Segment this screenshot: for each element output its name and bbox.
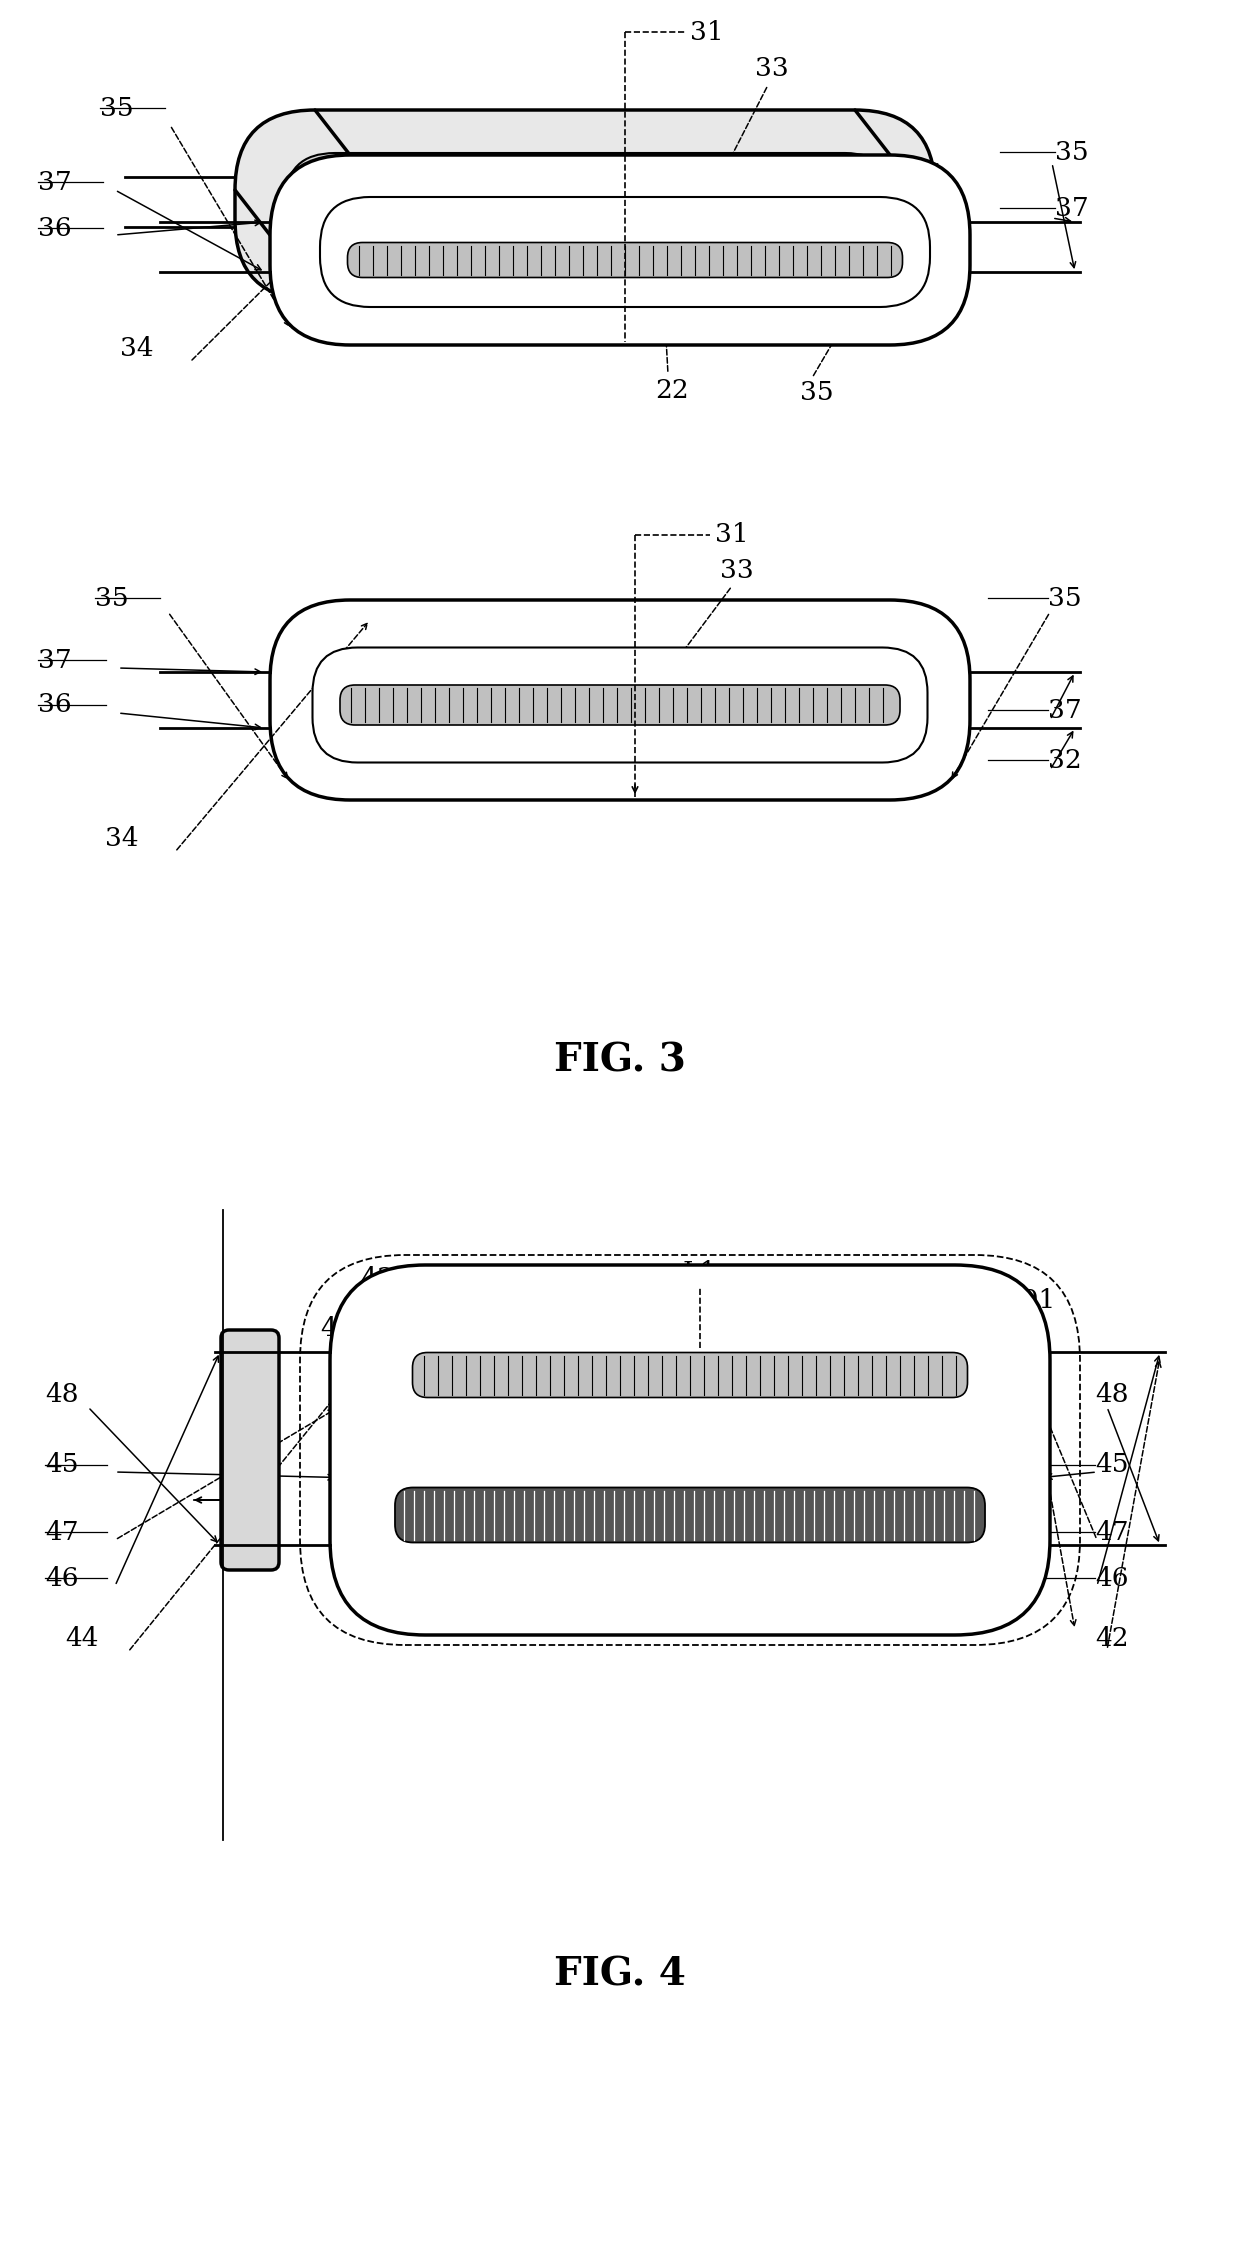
- Text: 46: 46: [45, 1564, 78, 1592]
- FancyBboxPatch shape: [320, 197, 930, 308]
- Text: 43: 43: [320, 1315, 353, 1340]
- FancyBboxPatch shape: [312, 197, 868, 233]
- Text: 36: 36: [38, 693, 72, 718]
- FancyBboxPatch shape: [312, 648, 928, 763]
- Text: 33: 33: [755, 57, 789, 82]
- FancyBboxPatch shape: [270, 600, 970, 799]
- Text: 35: 35: [800, 380, 833, 405]
- Text: 45: 45: [45, 1453, 78, 1478]
- FancyBboxPatch shape: [330, 1266, 1050, 1635]
- FancyBboxPatch shape: [236, 111, 935, 301]
- Text: 35: 35: [100, 95, 134, 120]
- Text: 48: 48: [45, 1383, 78, 1408]
- Text: 431: 431: [360, 1266, 410, 1290]
- Text: 44: 44: [64, 1626, 98, 1650]
- Text: 45: 45: [1095, 1453, 1128, 1478]
- Text: 31: 31: [689, 20, 724, 45]
- Text: 37: 37: [1055, 195, 1089, 220]
- FancyBboxPatch shape: [340, 686, 900, 724]
- Text: 48: 48: [1095, 1383, 1128, 1408]
- Text: 37: 37: [38, 648, 72, 672]
- Text: 34: 34: [105, 826, 139, 851]
- Text: 32: 32: [1048, 747, 1081, 772]
- Text: 49: 49: [590, 1266, 624, 1290]
- Text: 47: 47: [45, 1519, 78, 1544]
- Text: 31: 31: [715, 523, 749, 548]
- Text: 37: 37: [38, 170, 72, 195]
- Text: 35: 35: [95, 586, 129, 611]
- FancyBboxPatch shape: [221, 1329, 279, 1569]
- Text: 35: 35: [1048, 586, 1081, 611]
- FancyBboxPatch shape: [396, 1487, 985, 1542]
- Text: 42: 42: [1095, 1626, 1128, 1650]
- FancyBboxPatch shape: [270, 154, 970, 344]
- FancyBboxPatch shape: [285, 154, 895, 263]
- Text: 33: 33: [720, 557, 754, 582]
- Text: 41: 41: [750, 1309, 784, 1333]
- Text: L2: L2: [223, 1517, 258, 1542]
- Text: FIG. 3: FIG. 3: [554, 1041, 686, 1080]
- Text: 37: 37: [1048, 697, 1081, 722]
- Text: 35: 35: [1055, 140, 1089, 165]
- FancyBboxPatch shape: [413, 1352, 967, 1397]
- Text: 46: 46: [1095, 1564, 1128, 1592]
- Text: 47: 47: [1095, 1519, 1128, 1544]
- Text: L1: L1: [683, 1261, 717, 1286]
- Text: FIG. 4: FIG. 4: [554, 1956, 686, 1995]
- FancyBboxPatch shape: [347, 242, 903, 278]
- Text: 491: 491: [1004, 1288, 1055, 1313]
- Text: 22: 22: [655, 378, 688, 403]
- Text: 36: 36: [38, 215, 72, 240]
- Text: 34: 34: [120, 335, 154, 360]
